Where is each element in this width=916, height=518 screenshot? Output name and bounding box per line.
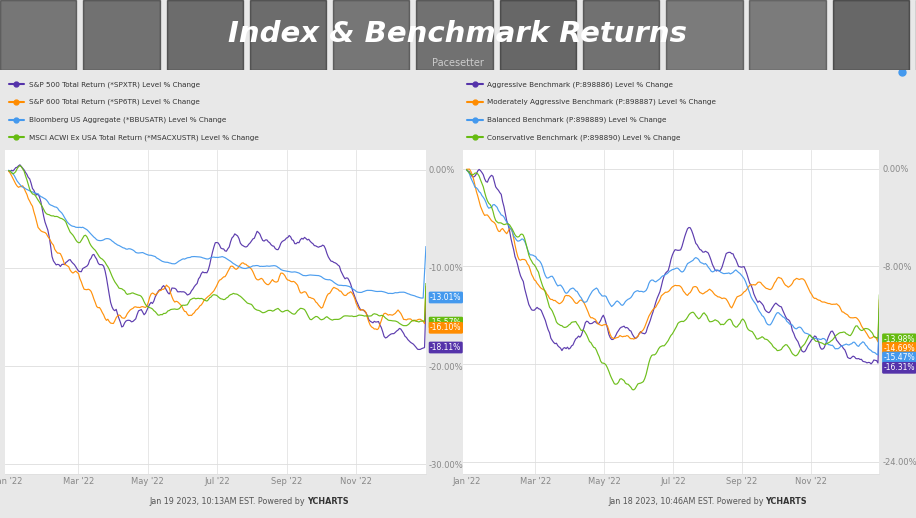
Bar: [333, 0, 409, 70]
Bar: [167, 0, 243, 70]
Text: -16.31%: -16.31%: [884, 363, 915, 372]
Bar: [583, 0, 660, 70]
Text: -13.98%: -13.98%: [884, 335, 915, 344]
Text: Jan 18 2023, 10:46AM EST. Powered by: Jan 18 2023, 10:46AM EST. Powered by: [608, 497, 766, 506]
Text: YCHARTS: YCHARTS: [765, 497, 807, 506]
Bar: [749, 0, 826, 70]
Text: Jan 19 2023, 10:13AM EST. Powered by: Jan 19 2023, 10:13AM EST. Powered by: [150, 497, 308, 506]
Text: Pacesetter: Pacesetter: [432, 58, 484, 68]
Bar: [250, 0, 326, 70]
Text: -13.01%: -13.01%: [431, 293, 462, 302]
Bar: [833, 0, 909, 70]
Text: S&P 500 Total Return (*SPXTR) Level % Change: S&P 500 Total Return (*SPXTR) Level % Ch…: [28, 81, 200, 88]
Text: -16.10%: -16.10%: [431, 323, 462, 332]
Bar: [666, 0, 743, 70]
Text: -14.69%: -14.69%: [884, 343, 915, 353]
Text: MSCI ACWI Ex USA Total Return (*MSACXUSTR) Level % Change: MSCI ACWI Ex USA Total Return (*MSACXUST…: [28, 134, 258, 140]
Text: Balanced Benchmark (P:898889) Level % Change: Balanced Benchmark (P:898889) Level % Ch…: [487, 117, 667, 123]
Text: Moderately Aggressive Benchmark (P:898887) Level % Change: Moderately Aggressive Benchmark (P:89888…: [487, 99, 716, 105]
Bar: [417, 0, 493, 70]
Bar: [0, 0, 76, 70]
Text: Index & Benchmark Returns: Index & Benchmark Returns: [228, 20, 688, 48]
Text: Aggressive Benchmark (P:898886) Level % Change: Aggressive Benchmark (P:898886) Level % …: [487, 81, 673, 88]
Bar: [83, 0, 159, 70]
Text: -18.11%: -18.11%: [431, 343, 462, 352]
Text: YCHARTS: YCHARTS: [307, 497, 349, 506]
Text: S&P 600 Total Return (*SP6TR) Level % Change: S&P 600 Total Return (*SP6TR) Level % Ch…: [28, 99, 200, 105]
Bar: [499, 0, 576, 70]
Text: -15.47%: -15.47%: [884, 353, 915, 362]
Text: Bloomberg US Aggregate (*BBUSATR) Level % Change: Bloomberg US Aggregate (*BBUSATR) Level …: [28, 117, 226, 123]
Text: Conservative Benchmark (P:898890) Level % Change: Conservative Benchmark (P:898890) Level …: [487, 134, 681, 140]
Text: -15.57%: -15.57%: [431, 318, 462, 327]
